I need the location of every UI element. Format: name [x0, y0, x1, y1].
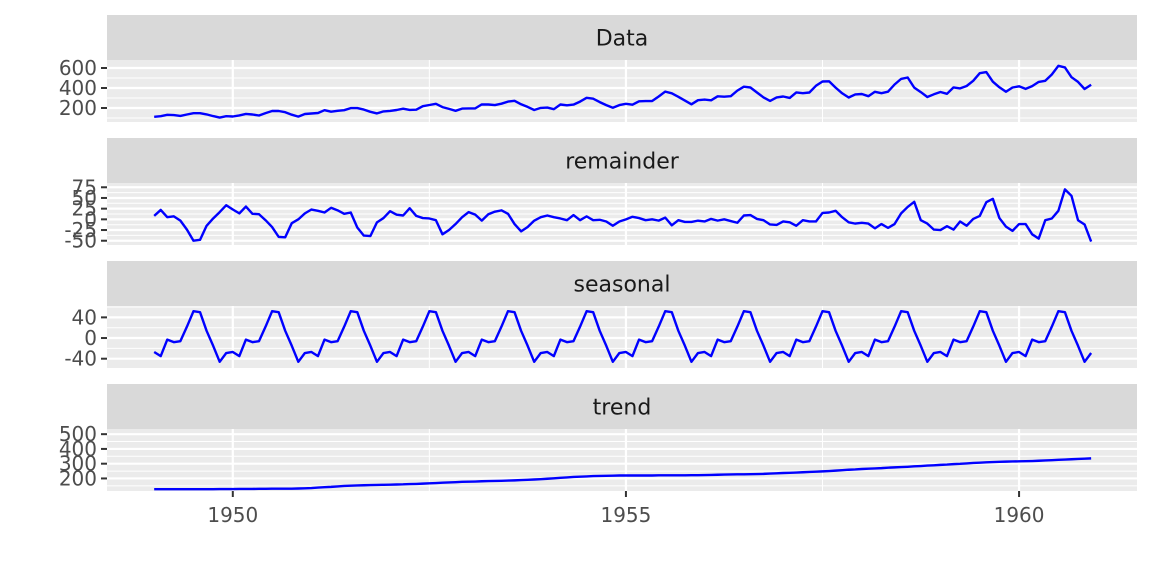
y-tick-label: 300 [59, 452, 97, 476]
y-tick-label: 400 [59, 437, 97, 461]
facet-strip-label: trend [593, 396, 652, 421]
y-tick-label: -25 [64, 218, 97, 242]
series-line-trend [154, 457, 1092, 491]
facet-strip-label: seasonal [574, 273, 671, 298]
series-line-remainder [153, 188, 1093, 243]
facet-strip [107, 384, 1137, 429]
series-line-data [154, 64, 1092, 119]
y-tick-label: 40 [72, 305, 97, 329]
y-tick-label: 0 [84, 326, 97, 350]
y-tick-label: 500 [59, 422, 97, 446]
facet-strip-label: Data [596, 27, 649, 52]
y-tick-label: 200 [59, 466, 97, 490]
series-line-seasonal [153, 309, 1093, 363]
panel-background [107, 60, 1137, 122]
y-tick-label: -50 [64, 229, 97, 253]
y-tick-label: 75 [72, 175, 97, 199]
panel-background [107, 429, 1137, 491]
y-tick-label: 0 [84, 207, 97, 231]
y-tick-label: 25 [72, 197, 97, 221]
y-tick-label: 200 [59, 96, 97, 120]
x-axis: 1950 1955 1960 [207, 491, 1045, 527]
facet-panels: Data200400600remainder-50-250255075seaso… [59, 15, 1137, 491]
facet-strip [107, 261, 1137, 306]
y-tick-label: 600 [59, 56, 97, 80]
x-tick-label: 1955 [600, 503, 651, 527]
y-tick-label: 400 [59, 76, 97, 100]
x-tick-label: 1960 [994, 503, 1045, 527]
facet-strip [107, 15, 1137, 60]
y-tick-label: -40 [64, 347, 97, 371]
y-tick-label: 50 [72, 186, 97, 210]
facet-strip-label: remainder [565, 150, 680, 175]
facet-strip [107, 138, 1137, 183]
x-tick-label: 1950 [207, 503, 258, 527]
